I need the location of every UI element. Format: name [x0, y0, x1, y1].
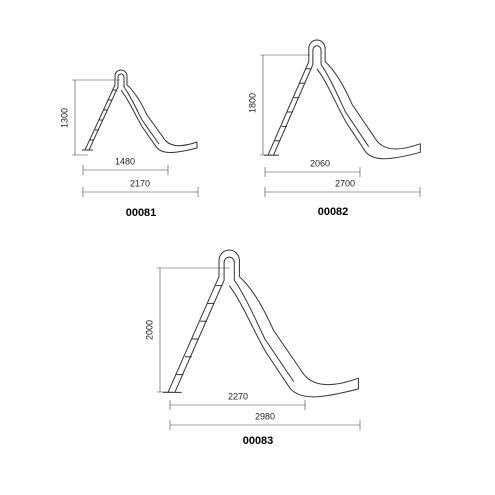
height-label: 2000 — [144, 320, 154, 340]
ladder-width-label: 2270 — [228, 391, 248, 401]
total-width-label: 2170 — [130, 178, 150, 188]
ladder-width-dimension — [82, 165, 169, 175]
product-code: 00081 — [126, 207, 157, 219]
total-width-dimension — [264, 187, 421, 197]
ladder-width-label: 2060 — [310, 158, 330, 168]
height-label: 1300 — [59, 108, 69, 128]
height-dimension — [157, 267, 230, 393]
product-code: 00083 — [243, 435, 274, 447]
slide-drawing — [162, 249, 360, 398]
height-dimension — [72, 79, 120, 156]
ladder-width-dimension — [169, 400, 306, 410]
total-width-label: 2700 — [335, 178, 355, 188]
total-width-dimension — [169, 420, 361, 430]
ladder-width-dimension — [264, 167, 361, 177]
ladder-width-label: 1480 — [115, 156, 135, 166]
height-dimension — [260, 54, 310, 156]
slide-drawing — [263, 39, 422, 160]
product-code: 00082 — [318, 206, 349, 218]
total-width-dimension — [82, 187, 199, 197]
height-label: 1800 — [247, 93, 257, 113]
total-width-label: 2980 — [255, 411, 275, 421]
slide-drawing — [81, 69, 198, 153]
